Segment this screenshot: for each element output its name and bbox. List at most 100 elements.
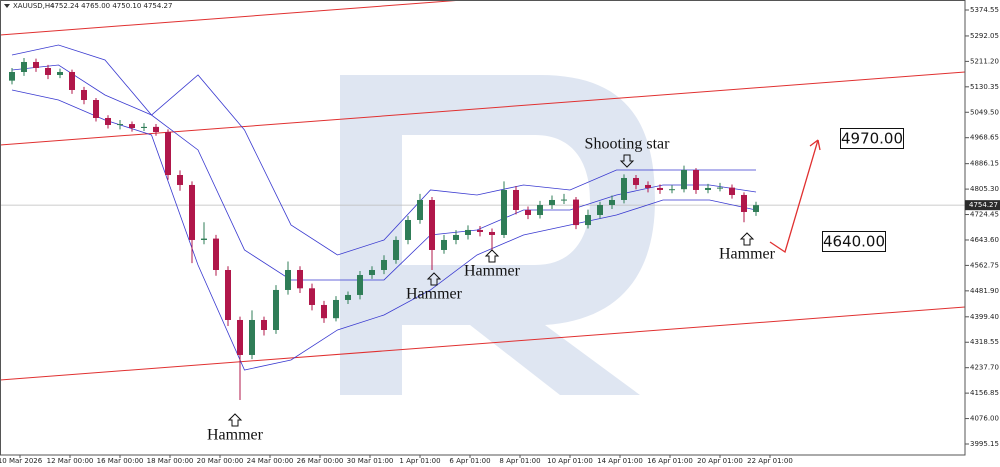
candle-body <box>405 219 411 240</box>
x-tick-label: 18 Mar 00:00 <box>147 457 194 465</box>
candle-body <box>705 187 711 190</box>
candle-body <box>177 175 183 185</box>
annotation: Hammer <box>719 246 776 263</box>
candle-body <box>69 71 75 90</box>
x-tick-label: 16 Apr 01:00 <box>647 457 693 465</box>
y-tick-label: 4237.70 <box>970 364 999 372</box>
candle-body <box>537 204 543 215</box>
candle-body <box>321 304 327 319</box>
candle-body <box>417 199 423 220</box>
x-tick-label: 16 Mar 00:00 <box>97 457 144 465</box>
candle-body <box>45 67 51 75</box>
target-box <box>840 128 904 149</box>
y-tick-label: 4805.30 <box>970 185 999 193</box>
candle-body <box>57 71 63 75</box>
annotation: Hammer <box>464 263 521 280</box>
candle-body <box>741 194 747 212</box>
y-tick-label: 5211.20 <box>970 57 999 65</box>
x-tick-label: 12 Mar 00:00 <box>47 457 94 465</box>
x-tick-label: 8 Apr 01:00 <box>499 457 540 465</box>
candle-body <box>189 184 195 240</box>
annotation: Shooting star <box>585 136 671 153</box>
ohlc-text: 4752.24 4765.00 4750.10 4754.27 <box>50 2 172 10</box>
candle-body <box>261 319 267 330</box>
candle-body <box>585 214 591 226</box>
y-tick-label: 3995.15 <box>970 440 999 448</box>
channel-line <box>0 306 965 381</box>
candle-body <box>9 71 15 81</box>
last-price-tag <box>965 200 1000 211</box>
candle-body <box>657 187 663 190</box>
candle-body <box>201 238 207 240</box>
annotation: Hammer <box>207 427 264 444</box>
annotation-arrow <box>484 249 500 263</box>
symbol: XAUUSD,H4 <box>13 2 55 10</box>
x-tick-label: 6 Apr 01:00 <box>449 457 490 465</box>
y-tick-label: 4724.45 <box>970 211 999 219</box>
y-tick-label: 4399.40 <box>970 313 999 321</box>
candle-body <box>369 269 375 275</box>
candle-body <box>561 199 567 201</box>
candle-body <box>237 319 243 355</box>
bollinger-upper <box>11 44 756 256</box>
candle-body <box>393 239 399 260</box>
y-tick-label: 5049.50 <box>970 108 999 116</box>
candle-body <box>141 126 147 128</box>
candle-body <box>345 294 351 300</box>
forecast-line <box>769 139 819 254</box>
bollinger-lower <box>11 89 757 371</box>
candle-body <box>489 231 495 235</box>
candle-body <box>573 199 579 226</box>
bollinger-middle <box>11 64 757 281</box>
candle-body <box>633 177 639 185</box>
candle-body <box>357 274 363 295</box>
x-tick-label: 24 Mar 00:00 <box>247 457 294 465</box>
candle-body <box>621 177 627 200</box>
candle-body <box>681 169 687 190</box>
candle-body <box>105 117 111 125</box>
candle-body <box>225 269 231 320</box>
plot-frame <box>0 0 966 456</box>
candle-body <box>429 199 435 250</box>
annotation-arrow <box>227 413 243 427</box>
candle-body <box>81 89 87 100</box>
watermark <box>340 75 655 395</box>
candle-body <box>477 229 483 232</box>
candle-body <box>609 199 615 205</box>
candle-body <box>549 199 555 205</box>
y-tick-label: 4481.90 <box>970 287 999 295</box>
channel-line <box>0 0 470 36</box>
annotation-arrow <box>739 232 755 246</box>
candle-body <box>717 187 723 189</box>
candle-body <box>513 189 519 210</box>
channel-line <box>0 71 965 146</box>
x-tick-label: 10 Apr 01:00 <box>547 457 593 465</box>
annotation-arrow <box>619 154 635 168</box>
y-tick-label: 5130.35 <box>970 83 999 91</box>
candle-body <box>93 99 99 118</box>
candle-body <box>729 187 735 195</box>
candle-body <box>525 209 531 215</box>
candle-body <box>501 189 507 235</box>
target-label: 4640.00 <box>823 233 885 251</box>
candle-body <box>273 289 279 330</box>
plot-area <box>0 0 965 401</box>
candle-body <box>333 299 339 319</box>
y-tick-label: 4968.65 <box>970 134 999 142</box>
target-label: 4970.00 <box>841 130 903 148</box>
annotation-arrow <box>426 272 442 286</box>
candle-body <box>309 288 315 305</box>
y-tick-label: 4643.60 <box>970 236 999 244</box>
candle-body <box>597 204 603 215</box>
candle-body <box>33 61 39 68</box>
candle-body <box>381 259 387 270</box>
candle-body <box>753 205 759 212</box>
candle-body <box>285 269 291 290</box>
candle-body <box>249 319 255 355</box>
x-tick-label: 22 Apr 01:00 <box>747 457 793 465</box>
forecast-arrowhead <box>809 139 821 151</box>
y-tick-label: 5292.05 <box>970 32 999 40</box>
candle-body <box>117 124 123 126</box>
x-tick-label: 20 Apr 01:00 <box>697 457 743 465</box>
